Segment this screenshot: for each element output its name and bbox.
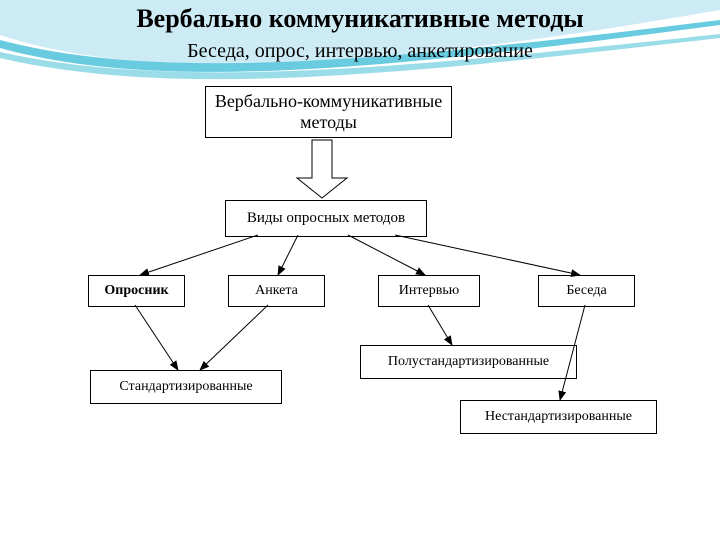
node-nonstandardized: Нестандартизированные	[460, 400, 657, 434]
node-oprosnik: Опросник	[88, 275, 185, 307]
edge-oprosnik-stand	[135, 305, 178, 370]
node-root: Вербально-коммуникативные методы	[205, 86, 452, 138]
slide-title: Вербально коммуникативные методы	[0, 4, 720, 34]
node-semistandardized-label: Полустандартизированные	[384, 352, 553, 372]
node-types-label: Виды опросных методов	[243, 208, 409, 229]
node-interview: Интервью	[378, 275, 480, 307]
edge-types-anketa	[278, 235, 298, 275]
node-root-label: Вербально-коммуникативные методы	[206, 89, 451, 135]
slide-subtitle: Беседа, опрос, интервью, анкетирование	[0, 40, 720, 63]
node-nonstandardized-label: Нестандартизированные	[481, 407, 636, 427]
node-types: Виды опросных методов	[225, 200, 427, 237]
diagram-arrows	[0, 0, 720, 540]
node-anketa-label: Анкета	[251, 281, 302, 301]
node-standardized: Стандартизированные	[90, 370, 282, 404]
edge-types-beseda	[395, 235, 580, 275]
thick-arrow-icon	[297, 140, 347, 198]
node-anketa: Анкета	[228, 275, 325, 307]
node-beseda-label: Беседа	[562, 281, 610, 301]
node-semistandardized: Полустандартизированные	[360, 345, 577, 379]
edge-types-oprosnik	[140, 235, 258, 275]
node-oprosnik-label: Опросник	[100, 281, 172, 301]
node-standardized-label: Стандартизированные	[115, 377, 256, 397]
edge-types-interview	[348, 235, 425, 275]
node-beseda: Беседа	[538, 275, 635, 307]
edge-anketa-stand	[200, 305, 268, 370]
edge-interview-polust	[428, 305, 452, 345]
node-interview-label: Интервью	[395, 281, 463, 301]
